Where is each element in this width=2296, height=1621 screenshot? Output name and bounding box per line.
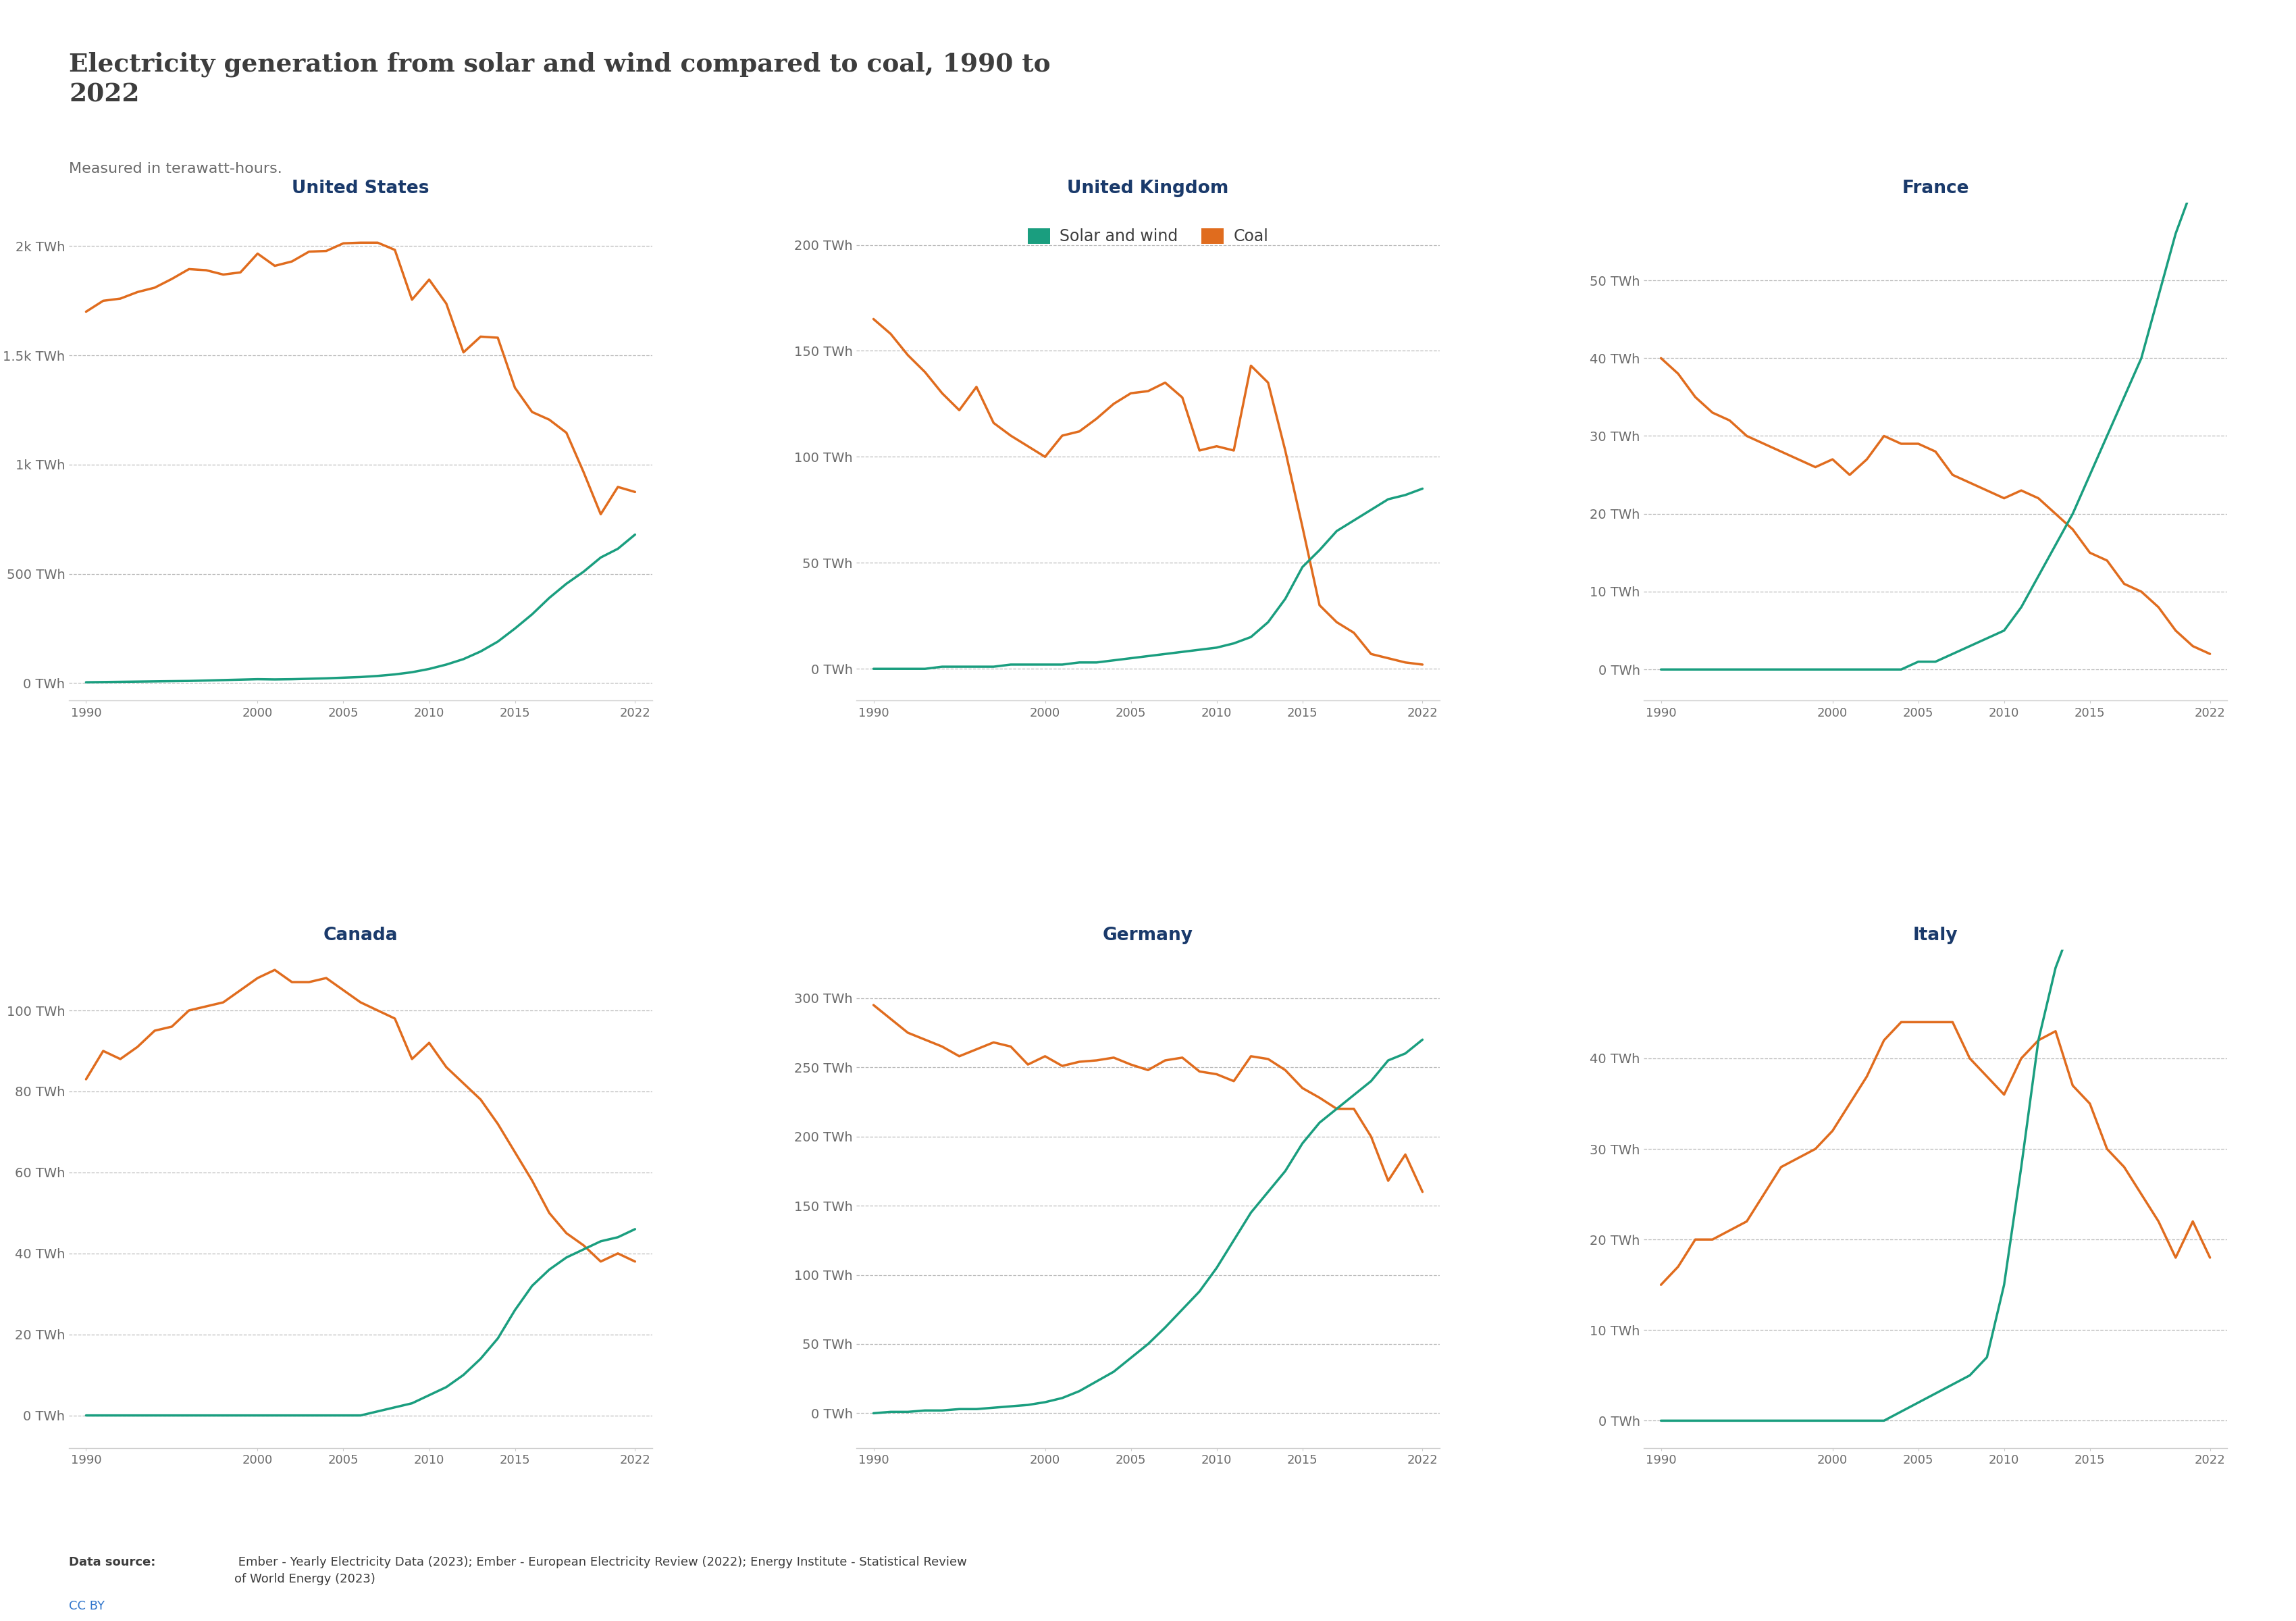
Text: CC BY: CC BY: [69, 1600, 106, 1611]
Text: Our World
in Data: Our World in Data: [2071, 52, 2140, 81]
Text: Measured in terawatt-hours.: Measured in terawatt-hours.: [69, 162, 282, 175]
Title: Germany: Germany: [1102, 927, 1194, 945]
Text: Data source:: Data source:: [69, 1556, 156, 1569]
Legend: Solar and wind, Coal: Solar and wind, Coal: [1022, 222, 1274, 251]
Text: Electricity generation from solar and wind compared to coal, 1990 to
2022: Electricity generation from solar and wi…: [69, 52, 1052, 107]
Title: Canada: Canada: [324, 927, 397, 945]
Title: France: France: [1901, 180, 1970, 198]
Title: Italy: Italy: [1913, 927, 1958, 945]
Title: United Kingdom: United Kingdom: [1068, 180, 1228, 198]
Text: Ember - Yearly Electricity Data (2023); Ember - European Electricity Review (202: Ember - Yearly Electricity Data (2023); …: [234, 1556, 967, 1585]
Title: United States: United States: [292, 180, 429, 198]
